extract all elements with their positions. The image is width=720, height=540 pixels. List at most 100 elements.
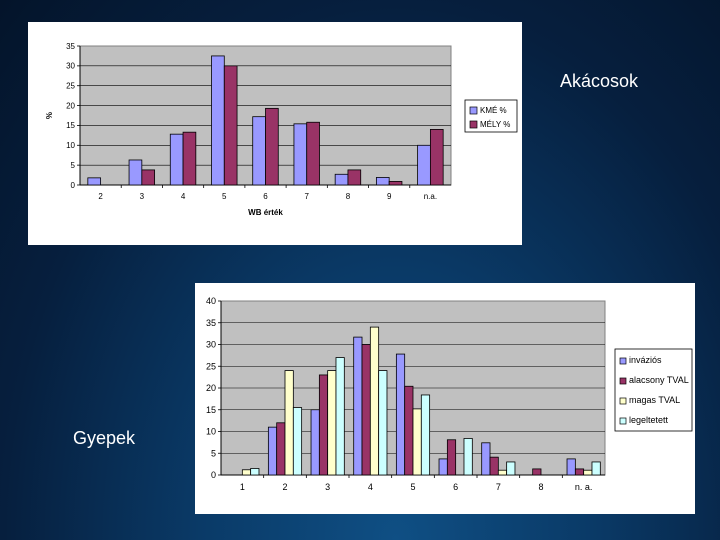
x-tick-label: 5 [410,482,415,492]
bar-legeltetett [335,357,345,476]
y-tick-label: 0 [211,470,216,480]
y-tick-label: 15 [206,405,216,415]
bar-legeltetett [463,438,473,476]
bar-magas-tval [327,370,337,476]
y-tick-label: 5 [71,161,76,170]
legend-swatch [469,106,478,115]
bar-km- [128,159,143,186]
x-tick-label: 4 [181,192,186,201]
legend-label: KMÉ % [480,106,507,115]
bar-alacsony-tval [532,468,542,476]
x-tick-label: 1 [240,482,245,492]
bar-alacsony-tval [318,374,329,476]
y-tick-label: 10 [66,141,75,150]
bar-legeltetett [378,370,388,476]
x-tick-label: 4 [368,482,373,492]
bar-km- [252,116,266,186]
x-tick-label: n.a. [424,192,437,201]
x-tick-label: 2 [98,192,103,201]
legend-label: MÉLY % [480,120,510,129]
x-tick-label: 6 [453,482,458,492]
bar-km- [87,177,102,186]
legend [614,348,693,432]
bar-m-ly- [265,107,279,186]
chart-panel-gyepek: 0 5 10 15 20 25 30 35 40 1 2 3 4 5 6 7 8 n. a. inváziós ala… [195,283,695,514]
bar-magas-tval [412,408,422,476]
x-tick-label: 8 [538,482,543,492]
bar-magas-tval [369,326,380,476]
y-tick-label: 10 [206,427,216,437]
chart-panel-akacosok: 0 5 10 15 20 25 30 35 2 3 4 5 6 7 8 9 n.a.% WB érték KMÉ %… [28,22,522,245]
bar-inv-zi-s [267,426,278,476]
y-tick-label: 30 [66,62,75,71]
y-tick-label: 20 [206,383,216,393]
x-tick-label: 6 [263,192,268,201]
x-tick-label: 7 [496,482,501,492]
bar-alacsony-tval [276,422,286,476]
legend-swatch [619,417,627,425]
bar-inv-zi-s [566,458,576,476]
bar-magas-tval [284,370,294,476]
bar-alacsony-tval [574,468,585,476]
bar-legeltetett [250,468,260,476]
bar-m-ly- [141,169,156,186]
bar-km- [375,177,390,186]
legend-label: magas TVAL [629,395,680,405]
bar-magas-tval [241,469,252,476]
x-axis-title: WB érték [248,208,283,217]
legend-swatch [619,397,627,405]
bar-km- [417,144,431,186]
legend-label: inváziós [629,355,662,365]
y-tick-label: 0 [71,181,76,190]
y-tick-label: 30 [206,340,216,350]
x-tick-label: 7 [304,192,309,201]
y-tick-label: 5 [211,448,216,458]
bar-inv-zi-s [395,353,406,476]
legend-swatch [469,120,478,129]
bar-alacsony-tval [489,456,499,476]
bar-km- [293,123,308,186]
x-tick-label: 5 [222,192,227,201]
x-tick-label: 8 [346,192,351,201]
y-tick-label: 25 [66,82,75,91]
bar-m-ly- [347,169,362,186]
bar-legeltetett [292,407,303,476]
bar-m-ly- [388,181,403,186]
bar-alacsony-tval [446,439,457,476]
y-tick-label: 15 [66,121,75,130]
bar-km- [169,133,184,186]
bar-inv-zi-s [438,458,448,476]
legend-swatch [619,377,627,385]
legend-label: alacsony TVAL [629,375,689,385]
bar-inv-zi-s [481,442,491,476]
bar-m-ly- [306,121,320,186]
bar-alacsony-tval [404,385,414,476]
x-tick-label: 3 [140,192,145,201]
bar-legeltetett [506,461,516,476]
y-tick-label: 20 [66,101,75,110]
bar-legeltetett [591,461,601,476]
bar-km- [211,55,225,186]
bar-magas-tval [583,469,593,476]
y-tick-label: 35 [66,42,75,51]
x-tick-label: n. a. [575,482,593,492]
bar-inv-zi-s [353,336,363,476]
chart-akacosok: 0 5 10 15 20 25 30 35 2 3 4 5 6 7 8 9 n.a.% WB érték KMÉ %… [45,42,518,217]
y-tick-label: 35 [206,318,216,328]
bar-km- [334,173,349,186]
bar-magas-tval [497,469,508,476]
x-tick-label: 2 [282,482,287,492]
legend-swatch [619,357,627,365]
bar-inv-zi-s [310,409,320,476]
bar-m-ly- [429,129,444,186]
bar-m-ly- [182,131,197,186]
bar-alacsony-tval [361,344,371,476]
y-tick-label: 40 [206,296,216,306]
x-tick-label: 9 [387,192,392,201]
bar-m-ly- [223,65,238,186]
bar-legeltetett [420,394,431,476]
legend-label: legeltetett [629,415,669,425]
y-tick-label: 25 [206,361,216,371]
chart-gyepek: 0 5 10 15 20 25 30 35 40 1 2 3 4 5 6 7 8 n. a. inváziós ala… [206,296,693,492]
x-tick-label: 3 [325,482,330,492]
